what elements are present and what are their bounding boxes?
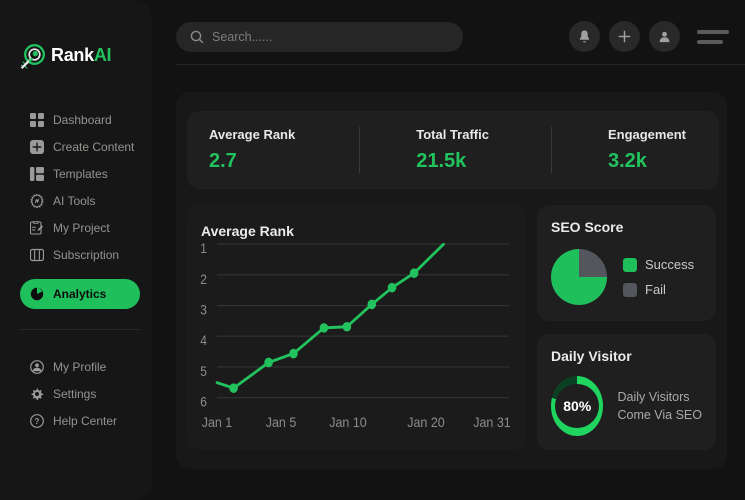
svg-text:4: 4: [200, 333, 207, 349]
svg-text:1: 1: [200, 243, 207, 256]
svg-text:5: 5: [200, 363, 207, 379]
svg-text:Jan 10: Jan 10: [329, 415, 367, 431]
svg-text:?: ?: [35, 417, 40, 426]
svg-text:Jan 20: Jan 20: [407, 415, 445, 431]
svg-text:3: 3: [200, 302, 207, 318]
svg-text:Jan 5: Jan 5: [266, 415, 297, 431]
svg-text:Jan 31: Jan 31: [473, 415, 511, 431]
svg-text:Jan 1: Jan 1: [202, 415, 233, 431]
svg-text:6: 6: [200, 394, 207, 410]
svg-text:2: 2: [200, 271, 207, 287]
